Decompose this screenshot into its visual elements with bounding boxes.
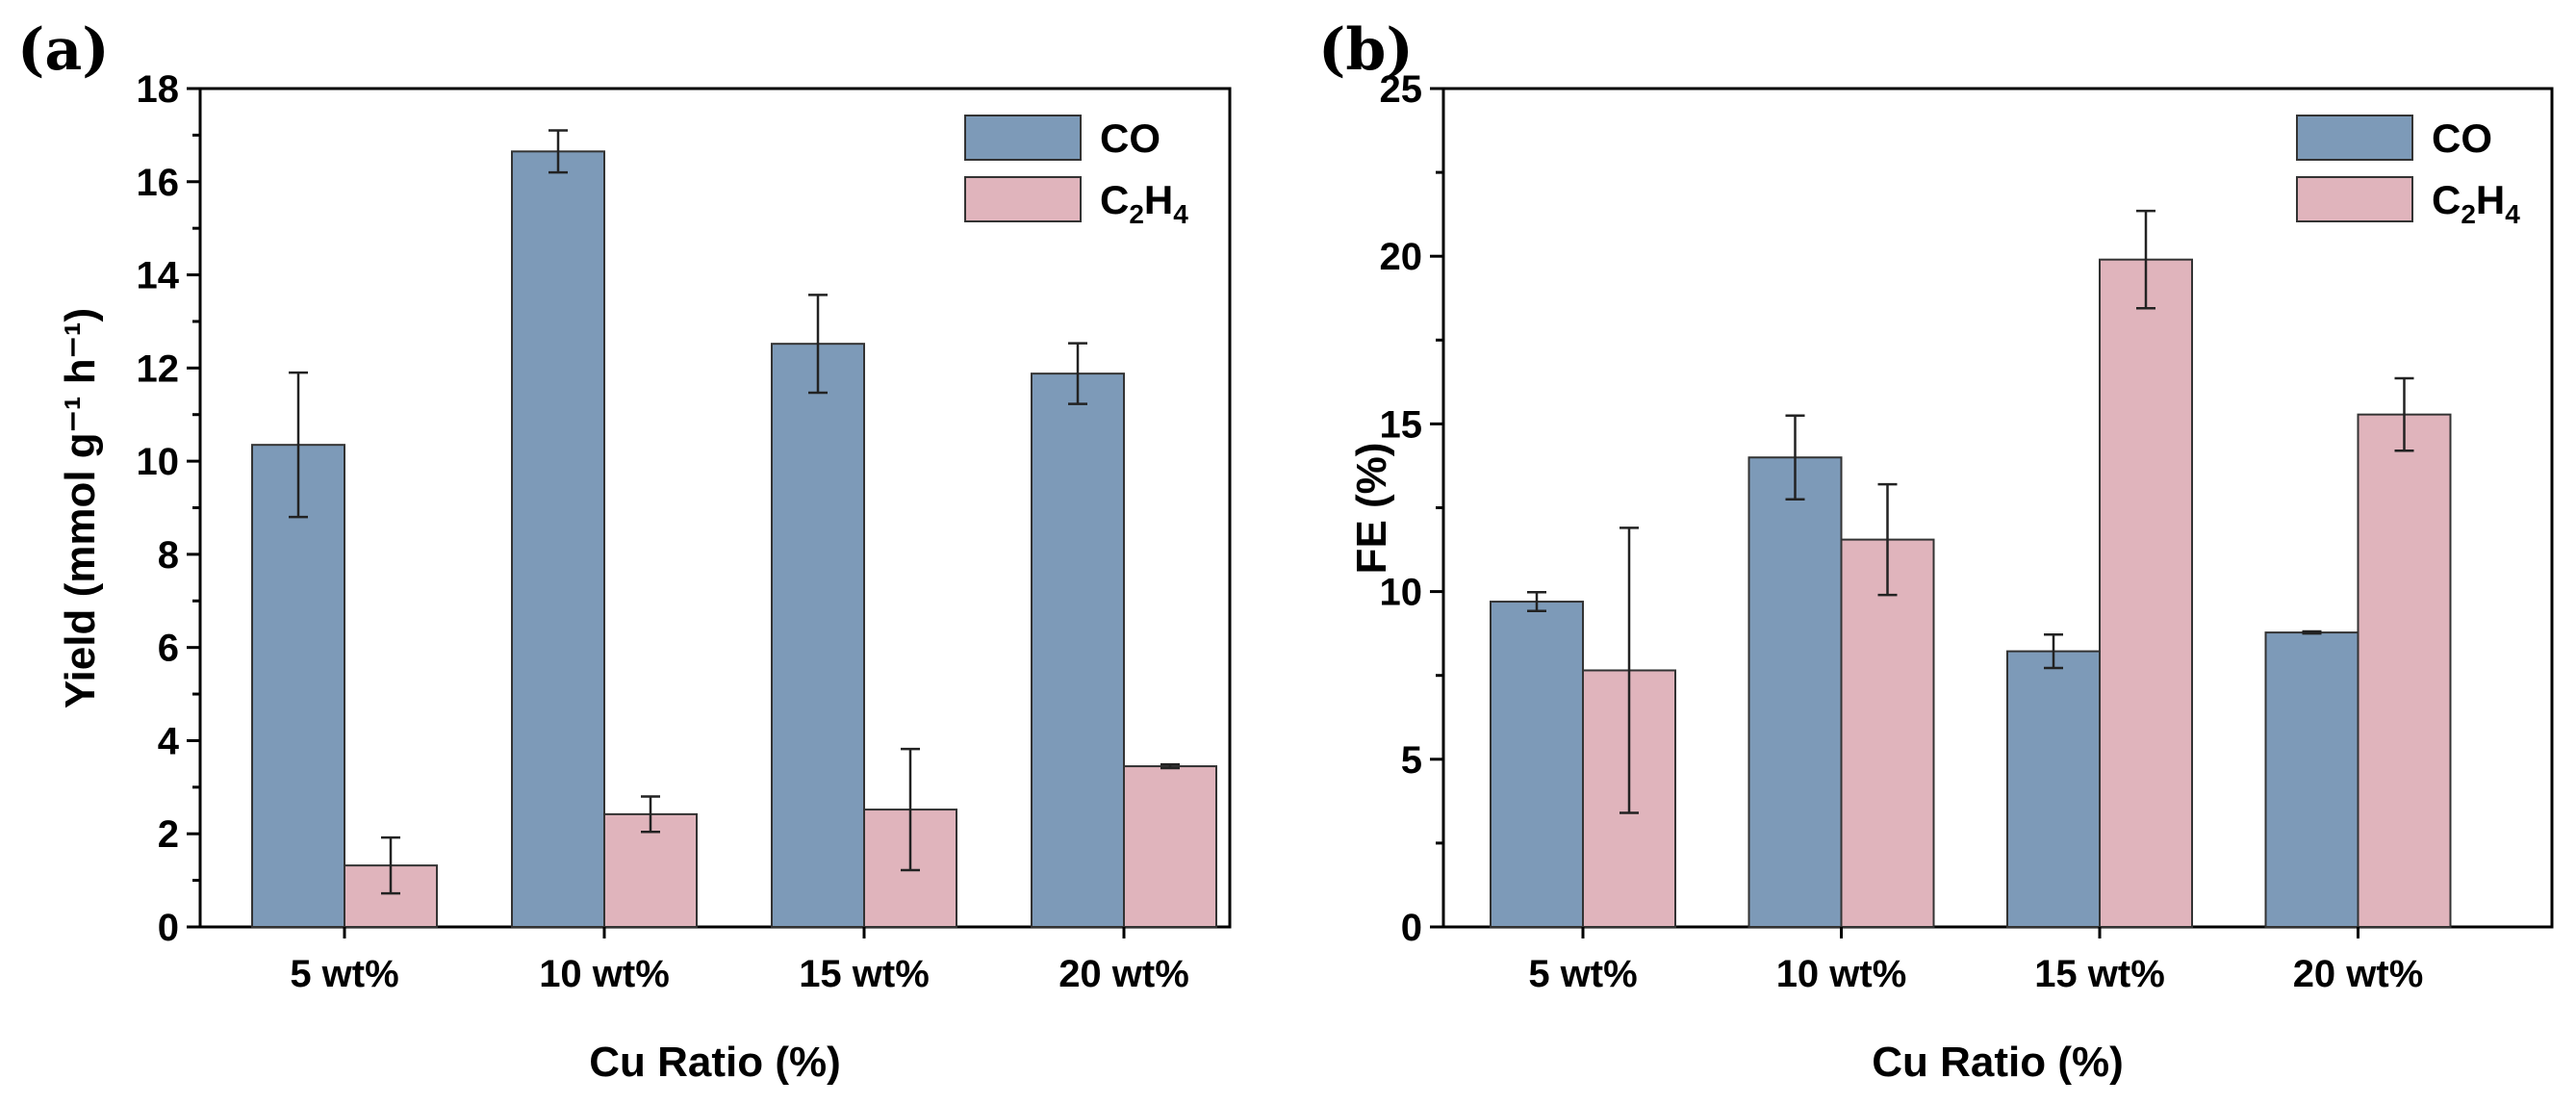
- panel-b-label: (b): [1318, 16, 1414, 84]
- x-tick-label: 10 wt%: [539, 953, 670, 995]
- bar-co: [1747, 456, 1843, 928]
- panel-b-legend-swatch-co: [2296, 115, 2413, 161]
- panel-b: (b) 0 5 10 15 20 25 5 wt% 10 wt% 15 wt% 20 wt% C…: [1318, 16, 2554, 1086]
- y-tick-label: 4: [158, 720, 180, 762]
- x-tick-label: 20 wt%: [1058, 953, 1189, 995]
- x-tick-label: 20 wt%: [2293, 953, 2424, 995]
- y-tick-label: 14: [137, 255, 180, 297]
- x-tick-label: 10 wt%: [1776, 953, 1907, 995]
- y-tick-label: 2: [158, 813, 179, 856]
- y-tick-label: 0: [158, 907, 179, 949]
- panel-b-x-ticks: 5 wt% 10 wt% 15 wt% 20 wt%: [1528, 927, 2423, 995]
- x-tick-label: 5 wt%: [1528, 953, 1637, 995]
- panel-a-legend: CO C2H4: [964, 115, 1188, 229]
- y-tick-label: 10: [1380, 572, 1423, 614]
- bar-co: [251, 444, 345, 928]
- y-tick-label: 25: [1380, 68, 1423, 111]
- y-tick-label: 12: [137, 347, 180, 390]
- y-tick-label: 20: [1380, 236, 1423, 278]
- panel-a: (a) 0 2 4 6 8 10 12 14 16 18 5 wt% 10 wt% 15 wt% 20 …: [17, 16, 1232, 1086]
- panel-b-y-ticks: 0 5 10 15 20 25: [1380, 68, 1443, 949]
- panel-a-y-ticks: 0 2 4 6 8 10 12 14 16 18: [137, 68, 200, 949]
- panel-b-legend-label-co: CO: [2432, 116, 2492, 161]
- bar-co: [511, 150, 605, 928]
- y-tick-label: 16: [137, 162, 180, 204]
- panel-a-bars: [251, 129, 1217, 929]
- bar-co: [1031, 373, 1125, 928]
- bar-c2h4: [1123, 765, 1217, 929]
- y-tick-label: 8: [158, 534, 179, 577]
- bar-co: [1490, 601, 1584, 928]
- panel-a-y-axis-title: Yield (mmol g⁻¹ h⁻¹): [57, 308, 104, 708]
- bar-c2h4: [2099, 258, 2193, 928]
- panel-b-legend-label-c2h4: C2H4: [2432, 177, 2520, 229]
- panel-a-legend-swatch-co: [964, 115, 1082, 161]
- panel-b-x-axis-title: Cu Ratio (%): [1872, 1039, 2124, 1086]
- bar-co: [2264, 631, 2359, 928]
- panel-a-legend-swatch-c2h4: [964, 176, 1082, 222]
- panel-b-bars: [1490, 209, 2452, 929]
- bar-c2h4: [1840, 538, 1935, 929]
- x-tick-label: 15 wt%: [799, 953, 930, 995]
- panel-a-x-ticks: 5 wt% 10 wt% 15 wt% 20 wt%: [290, 927, 1189, 995]
- y-tick-label: 0: [1401, 907, 1422, 949]
- panel-a-x-axis-title: Cu Ratio (%): [589, 1039, 841, 1086]
- y-tick-label: 5: [1401, 739, 1422, 782]
- x-tick-label: 15 wt%: [2034, 953, 2165, 995]
- panel-b-legend: CO C2H4: [2296, 115, 2520, 229]
- y-tick-label: 6: [158, 628, 179, 670]
- x-tick-label: 5 wt%: [290, 953, 398, 995]
- y-tick-label: 10: [137, 441, 180, 483]
- panel-b-legend-swatch-c2h4: [2296, 176, 2413, 222]
- panel-a-label: (a): [17, 16, 110, 84]
- y-tick-label: 15: [1380, 403, 1423, 446]
- bar-co: [771, 343, 865, 929]
- panel-b-y-axis-title: FE (%): [1348, 443, 1395, 575]
- y-tick-label: 18: [137, 68, 180, 111]
- bar-co: [2006, 650, 2101, 928]
- bar-c2h4: [2357, 413, 2452, 929]
- panel-a-legend-label-c2h4: C2H4: [1100, 177, 1188, 229]
- panel-a-legend-label-co: CO: [1100, 116, 1160, 161]
